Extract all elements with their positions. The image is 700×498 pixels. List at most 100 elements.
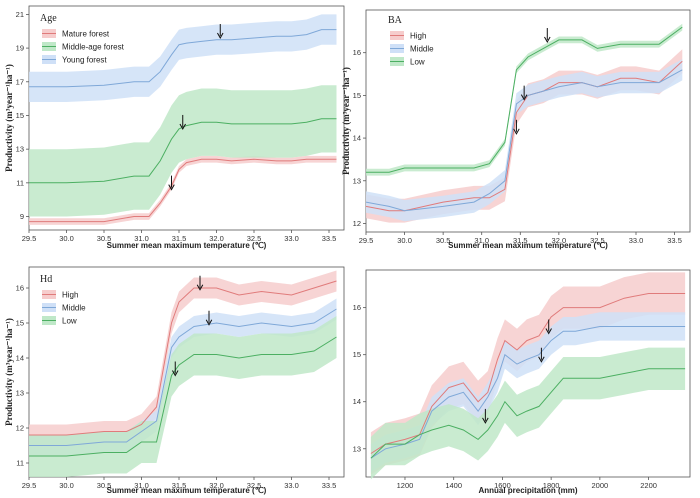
x-tick-label: 33.0: [284, 234, 299, 243]
y-tick-label: 13: [353, 176, 361, 185]
y-tick-label: 16: [353, 303, 361, 312]
series-line-3: [370, 368, 686, 459]
y-tick-label: 12: [16, 424, 24, 433]
threshold-arrow-2: [179, 114, 186, 130]
x-tick-label: 33.5: [322, 481, 337, 490]
y-tick-label: 19: [16, 44, 24, 53]
x-axis-label: Summer mean maximum temperature (℃): [107, 241, 267, 250]
x-tick-label: 29.5: [359, 236, 374, 245]
x-tick-label: 1400: [445, 481, 462, 490]
legend-item: Young forest: [42, 55, 107, 65]
threshold-arrow-3: [545, 319, 552, 335]
confidence-band-3: [29, 316, 337, 477]
chart-panel-2: 29.5 30.0 30.5 31.0 31.5 32.0 32.5 33.0 33.5 12 13…: [341, 9, 691, 250]
x-tick-label: 32.5: [247, 481, 262, 490]
x-tick-label: 30.0: [397, 236, 412, 245]
legend-label: Middle: [62, 304, 86, 313]
series-line-2: [29, 118, 337, 184]
x-tick-label: 29.5: [22, 481, 37, 490]
legend-label: High: [410, 32, 426, 41]
x-tick-label: 1600: [494, 481, 511, 490]
legend-label: Low: [410, 58, 425, 67]
confidence-band-1: [29, 270, 337, 446]
confidence-band-3: [370, 347, 686, 480]
y-tick-label: 14: [16, 354, 24, 363]
chart-panel-4: 1200 1400 1600 1800 2000 2200 13 14 15 16 Annual p…: [353, 269, 691, 495]
legend-item: Low: [42, 316, 77, 326]
x-tick-label: 32.5: [590, 236, 605, 245]
x-axis-label: Summer mean maximum temperature (℃): [107, 486, 267, 495]
y-tick-label: 11: [16, 459, 24, 468]
legend-item: High: [390, 31, 426, 41]
legend: Hd High Middle Low: [40, 274, 86, 326]
legend-title: Age: [40, 13, 57, 24]
y-tick-label: 13: [16, 145, 24, 154]
series-line-2: [29, 308, 337, 446]
y-axis-label: Productivity (m³year⁻¹ha⁻¹): [4, 64, 14, 172]
x-tick-label: 32.5: [247, 234, 262, 243]
y-tick-label: 21: [16, 10, 24, 19]
x-tick-label: 31.0: [134, 481, 149, 490]
legend-label: Young forest: [62, 56, 107, 65]
y-tick-label: 13: [16, 389, 24, 398]
threshold-arrow-1: [172, 361, 179, 377]
x-tick-label: 31.5: [513, 236, 528, 245]
y-tick-label: 9: [20, 212, 24, 221]
series-line-3: [29, 29, 337, 88]
confidence-band-3: [29, 14, 337, 102]
threshold-arrow-2: [538, 347, 545, 363]
legend-label: Mature forest: [62, 30, 110, 39]
series-line-1: [370, 293, 686, 454]
y-tick-label: 16: [16, 284, 24, 293]
threshold-arrow-3: [217, 24, 224, 40]
x-tick-label: 30.5: [97, 234, 112, 243]
y-tick-label: 12: [353, 219, 361, 228]
x-tick-label: 33.0: [284, 481, 299, 490]
threshold-arrow-3: [205, 310, 213, 326]
y-axis-label: Productivity (m³year⁻¹ha⁻¹): [4, 318, 14, 426]
y-axis-label: Productivity (m³year⁻¹ha⁻¹): [341, 67, 351, 175]
x-tick-label: 33.5: [667, 236, 682, 245]
confidence-band-2: [29, 85, 337, 217]
x-tick-label: 2200: [640, 481, 657, 490]
y-tick-label: 14: [353, 134, 361, 143]
x-tick-label: 30.0: [59, 234, 74, 243]
y-tick-label: 11: [16, 178, 24, 187]
x-tick-label: 32.0: [552, 236, 567, 245]
y-tick-label: 15: [16, 319, 24, 328]
series-line-1: [29, 158, 337, 223]
threshold-arrow-3: [544, 28, 551, 44]
chart-panel-1: 29.5 30.0 30.5 31.0 31.5 32.0 32.5 33.0 33.5 9 11 1…: [4, 5, 345, 250]
series-line-3: [29, 336, 337, 457]
x-tick-label: 32.0: [209, 234, 224, 243]
y-tick-label: 15: [353, 350, 361, 359]
legend: Age Mature forest Middle-age forest Young f…: [40, 13, 125, 65]
threshold-arrow-2: [196, 275, 204, 291]
x-tick-label: 31.5: [172, 481, 187, 490]
x-tick-label: 1800: [543, 481, 560, 490]
legend-item: Mature forest: [42, 29, 110, 39]
x-tick-label: 30.5: [436, 236, 451, 245]
x-tick-label: 2000: [592, 481, 609, 490]
series-line-2: [365, 69, 683, 212]
x-tick-label: 31.0: [474, 236, 489, 245]
x-tick-label: 33.5: [322, 234, 337, 243]
x-axis-label: Summer mean maximum temperature (℃): [448, 241, 608, 250]
y-tick-label: 15: [16, 111, 24, 120]
y-tick-label: 17: [16, 77, 24, 86]
legend-title: Hd: [40, 274, 52, 285]
legend-item: Low: [390, 57, 425, 67]
legend-title: BA: [388, 15, 403, 26]
legend: BA High Middle Low: [388, 15, 434, 67]
x-tick-label: 1200: [397, 481, 414, 490]
x-tick-label: 30.5: [97, 481, 112, 490]
chart-panel-3: 29.5 30.0 30.5 31.0 31.5 32.0 32.5 33.0 33.5 11 12…: [4, 266, 345, 495]
legend-item: Middle: [42, 303, 86, 313]
y-tick-label: 14: [353, 397, 361, 406]
series-line-3: [366, 26, 683, 173]
x-tick-label: 29.5: [22, 234, 37, 243]
legend-label: High: [62, 291, 78, 300]
threshold-arrow-2: [520, 85, 528, 101]
series-line-1: [29, 280, 337, 436]
